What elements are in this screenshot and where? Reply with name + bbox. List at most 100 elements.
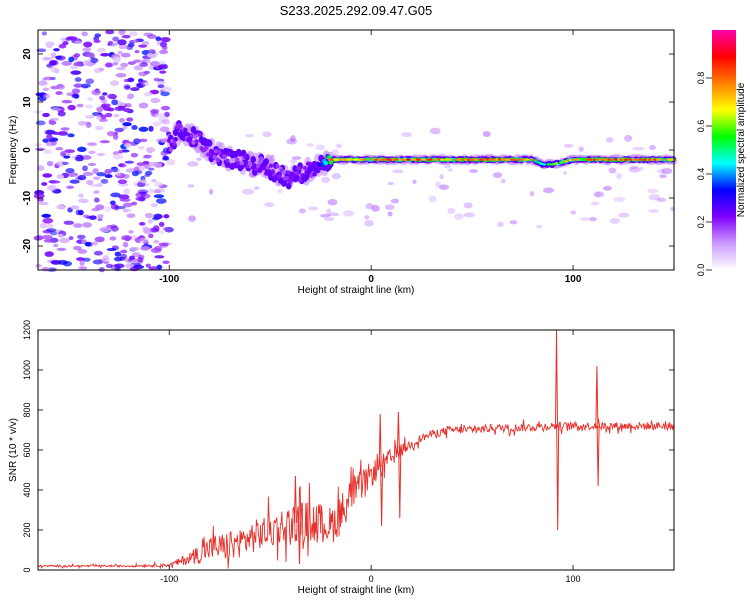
noise-blob	[60, 127, 70, 131]
noise-blob	[53, 243, 59, 248]
noise-blob	[61, 60, 72, 66]
noise-blob	[115, 172, 122, 176]
noise-blob	[76, 103, 84, 108]
noise-blob	[148, 125, 154, 132]
noise-blob	[319, 213, 331, 218]
noise-blob	[121, 149, 130, 153]
noise-blob	[290, 159, 298, 164]
noise-blob	[134, 50, 140, 54]
noise-blob	[42, 87, 50, 92]
noise-blob	[96, 172, 107, 177]
ridge-core	[524, 158, 530, 161]
noise-blob	[123, 84, 131, 90]
noise-blob	[97, 217, 103, 222]
noise-blob	[336, 143, 342, 149]
snr-line	[37, 418, 675, 570]
noise-blob	[50, 260, 62, 265]
snr-x-tick-label: 100	[566, 574, 581, 584]
noise-blob	[133, 138, 141, 145]
ridge-core	[347, 158, 353, 161]
noise-blob	[107, 40, 113, 46]
noise-blob	[150, 97, 161, 104]
noise-blob	[82, 214, 90, 218]
noise-blob	[94, 236, 105, 243]
ridge-mid	[167, 138, 172, 143]
spectrogram-y-tick-label: 20	[22, 48, 33, 60]
noise-blob	[116, 102, 126, 107]
noise-blob	[85, 78, 95, 85]
noise-blob	[187, 161, 199, 167]
noise-blob	[656, 197, 667, 203]
noise-blob	[43, 239, 54, 243]
noise-blob	[72, 223, 83, 229]
noise-blob	[112, 153, 124, 160]
noise-blob	[321, 176, 331, 184]
noise-blob	[73, 83, 84, 88]
noise-blob	[127, 93, 135, 99]
noise-blob	[35, 120, 46, 126]
ridge-mid	[275, 163, 280, 169]
noise-blob	[125, 263, 135, 269]
noise-blob	[87, 162, 97, 166]
noise-blob	[70, 65, 79, 70]
noise-blob	[56, 174, 65, 180]
noise-blob	[64, 149, 76, 153]
noise-blob	[593, 191, 605, 198]
ridge-mid	[225, 158, 230, 163]
ridge-core	[432, 158, 438, 161]
noise-blob	[639, 166, 644, 171]
ridge-mid	[183, 127, 188, 133]
noise-blob	[131, 170, 139, 177]
noise-blob	[492, 172, 503, 179]
noise-blob	[159, 49, 169, 55]
noise-blob	[39, 222, 48, 229]
noise-blob	[95, 125, 104, 131]
noise-blob	[497, 221, 504, 228]
noise-blob	[463, 202, 473, 209]
noise-blob	[100, 53, 110, 57]
noise-blob	[117, 50, 123, 55]
noise-blob	[117, 128, 123, 133]
ridge-mid	[230, 153, 235, 159]
colorbar-tick-label: 0.6	[696, 120, 706, 133]
ridge-mid	[294, 170, 300, 176]
noise-blob	[43, 76, 53, 81]
noise-blob	[161, 86, 172, 93]
noise-blob	[122, 122, 132, 127]
noise-blob	[50, 117, 59, 122]
noise-blob	[82, 47, 92, 52]
ridge-core	[563, 160, 568, 163]
noise-blob	[42, 112, 50, 118]
noise-blob	[82, 222, 92, 228]
colorbar-gradient	[712, 30, 736, 270]
noise-blob	[68, 56, 75, 63]
noise-blob	[55, 147, 64, 151]
ridge-mid	[168, 147, 174, 152]
noise-blob	[562, 170, 568, 176]
spectrogram-x-label: Height of straight line (km)	[298, 285, 415, 296]
noise-blob	[38, 201, 49, 206]
noise-blob	[75, 156, 84, 162]
noise-blob	[137, 189, 149, 194]
ridge-core	[638, 158, 644, 161]
noise-blob	[563, 143, 574, 148]
noise-blob	[649, 144, 656, 151]
noise-blob	[162, 157, 170, 161]
noise-blob	[129, 246, 140, 252]
ridge-core	[658, 158, 663, 161]
noise-blob	[308, 206, 319, 211]
noise-blob	[245, 133, 254, 138]
ridge-core	[440, 158, 445, 161]
noise-blob	[111, 99, 118, 106]
noise-blob	[42, 93, 51, 99]
noise-blob	[264, 202, 275, 208]
ridge-mid	[312, 172, 317, 177]
noise-blob	[394, 198, 400, 204]
noise-blob	[57, 131, 69, 136]
noise-blob	[116, 66, 127, 71]
noise-blob	[151, 179, 157, 183]
noise-blob	[129, 266, 139, 272]
noise-blob	[159, 70, 167, 74]
noise-blob	[148, 188, 154, 194]
snr-y-tick-label: 600	[22, 442, 32, 457]
